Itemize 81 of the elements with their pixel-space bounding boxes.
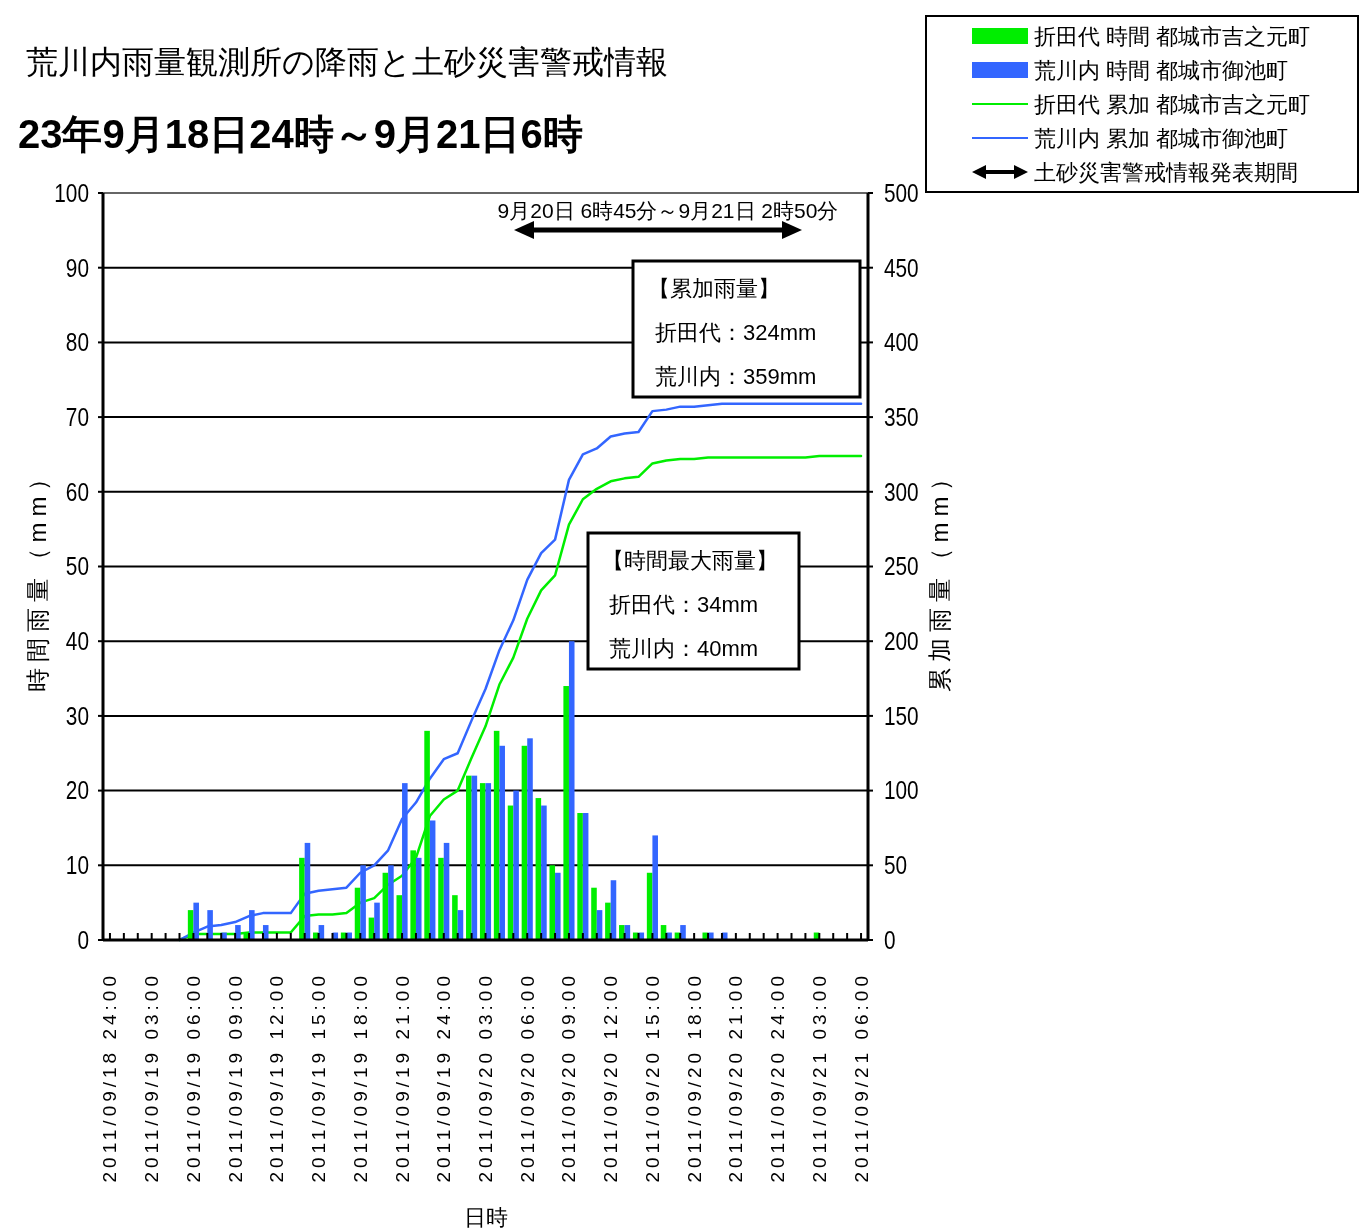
y-tick-label: 40 (65, 626, 89, 656)
legend-label: 荒川内 時間 都城市御池町 (1034, 57, 1289, 83)
bar (452, 895, 458, 940)
annotation: 【時間最大雨量】 (602, 548, 778, 573)
text: 土砂災害警戒情報発表期間 (1034, 159, 1298, 185)
x-tick-label: 2011/09/20 09:00 (558, 972, 580, 1183)
y-tick-label: 10 (65, 850, 89, 880)
bar (262, 925, 269, 940)
y2-tick-label: 450 (884, 253, 919, 283)
y2-tick-label: 250 (884, 552, 919, 581)
y-tick-label: 60 (65, 477, 89, 507)
y-tick-label: 70 (65, 402, 89, 432)
y2-tick-label: 350 (884, 402, 919, 432)
x-tick-label: 2011/09/19 15:00 (308, 972, 330, 1183)
bar (396, 895, 403, 940)
y2-tick-label: 150 (884, 701, 919, 731)
bar (541, 805, 547, 940)
annotation: 荒川内：40mm (609, 636, 759, 661)
x-tick-label: 2011/09/19 21:00 (391, 972, 413, 1183)
y2-axis-title: 累加雨量（mm） (926, 460, 953, 693)
y2-tick-label: 300 (884, 477, 919, 507)
x-tick-label: 2011/09/20 06:00 (516, 972, 538, 1183)
x-tick-label: 2011/09/19 12:00 (266, 972, 288, 1183)
x-tick-label: 2011/09/19 06:00 (182, 972, 204, 1183)
y-tick-label: 80 (65, 328, 89, 357)
legend-label: 折田代 時間 都城市吉之元町 (1034, 23, 1311, 49)
bar (555, 872, 561, 940)
legend-label: 折田代 累加 都城市吉之元町 (1034, 91, 1311, 117)
y2-tick-label: 400 (884, 328, 919, 357)
annotation: 9月20日 6時45分～9月21日 2時50分 (497, 199, 839, 222)
bar (513, 790, 519, 940)
bar (479, 783, 486, 940)
bar (415, 857, 422, 940)
x-tick-label: 2011/09/19 09:00 (224, 972, 246, 1183)
bar (619, 925, 625, 940)
y-tick-label: 20 (65, 776, 89, 805)
x-tick-label: 2011/09/20 12:00 (600, 972, 622, 1183)
y-tick-label: 90 (65, 253, 89, 283)
y-axis-title: 時間雨量（mm） (24, 460, 51, 693)
bar (499, 745, 505, 940)
chart-title: 荒川内雨量観測所の降雨と土砂災害警戒情報 (26, 44, 668, 80)
bar (680, 925, 686, 940)
x-tick-label: 2011/09/20 18:00 (683, 972, 705, 1183)
bar (577, 813, 583, 940)
x-tick-label: 2011/09/21 06:00 (850, 972, 872, 1183)
x-tick-label: 2011/09/20 03:00 (475, 972, 496, 1183)
chart-subtitle: 23年9月18日24時～9月21日6時 (18, 112, 583, 156)
x-tick-label: 2011/09/20 24:00 (767, 972, 789, 1183)
y-tick-label: 0 (77, 925, 89, 955)
y2-tick-label: 500 (884, 178, 919, 208)
y-tick-label: 100 (54, 178, 89, 208)
x-tick-label: 2011/09/18 24:00 (99, 972, 121, 1183)
y2-tick-label: 100 (884, 776, 919, 805)
bar (235, 925, 241, 940)
annotation: 荒川内：359mm (655, 364, 817, 389)
x-tick-label: 2011/09/21 03:00 (808, 972, 830, 1183)
y-tick-label: 30 (65, 701, 89, 731)
bar (591, 887, 597, 940)
x-tick-label: 2011/09/20 21:00 (725, 972, 747, 1183)
y-tick-label: 50 (65, 552, 89, 581)
x-tick-label: 2011/09/19 03:00 (141, 972, 163, 1183)
bar (438, 857, 444, 940)
bar (388, 865, 394, 940)
annotation: 折田代：324mm (655, 320, 817, 345)
x-tick-label: 2011/09/19 24:00 (433, 972, 455, 1183)
bar (652, 835, 658, 940)
y2-tick-label: 0 (884, 925, 896, 955)
y2-tick-label: 50 (884, 850, 908, 880)
legend-label: 荒川内 累加 都城市御池町 (1034, 125, 1289, 151)
bar (563, 686, 569, 940)
bar (605, 902, 611, 940)
annotation: 折田代：34mm (609, 592, 759, 617)
bar (549, 865, 556, 940)
bar (527, 738, 533, 940)
x-tick-label: 2011/09/19 18:00 (349, 972, 371, 1183)
x-axis-title: 日時 (463, 1205, 508, 1230)
annotation: 【累加雨量】 (648, 276, 780, 301)
x-tick-label: 2011/09/20 15:00 (641, 972, 663, 1183)
bar (374, 902, 380, 940)
bar (568, 641, 575, 940)
y2-tick-label: 200 (884, 626, 919, 656)
